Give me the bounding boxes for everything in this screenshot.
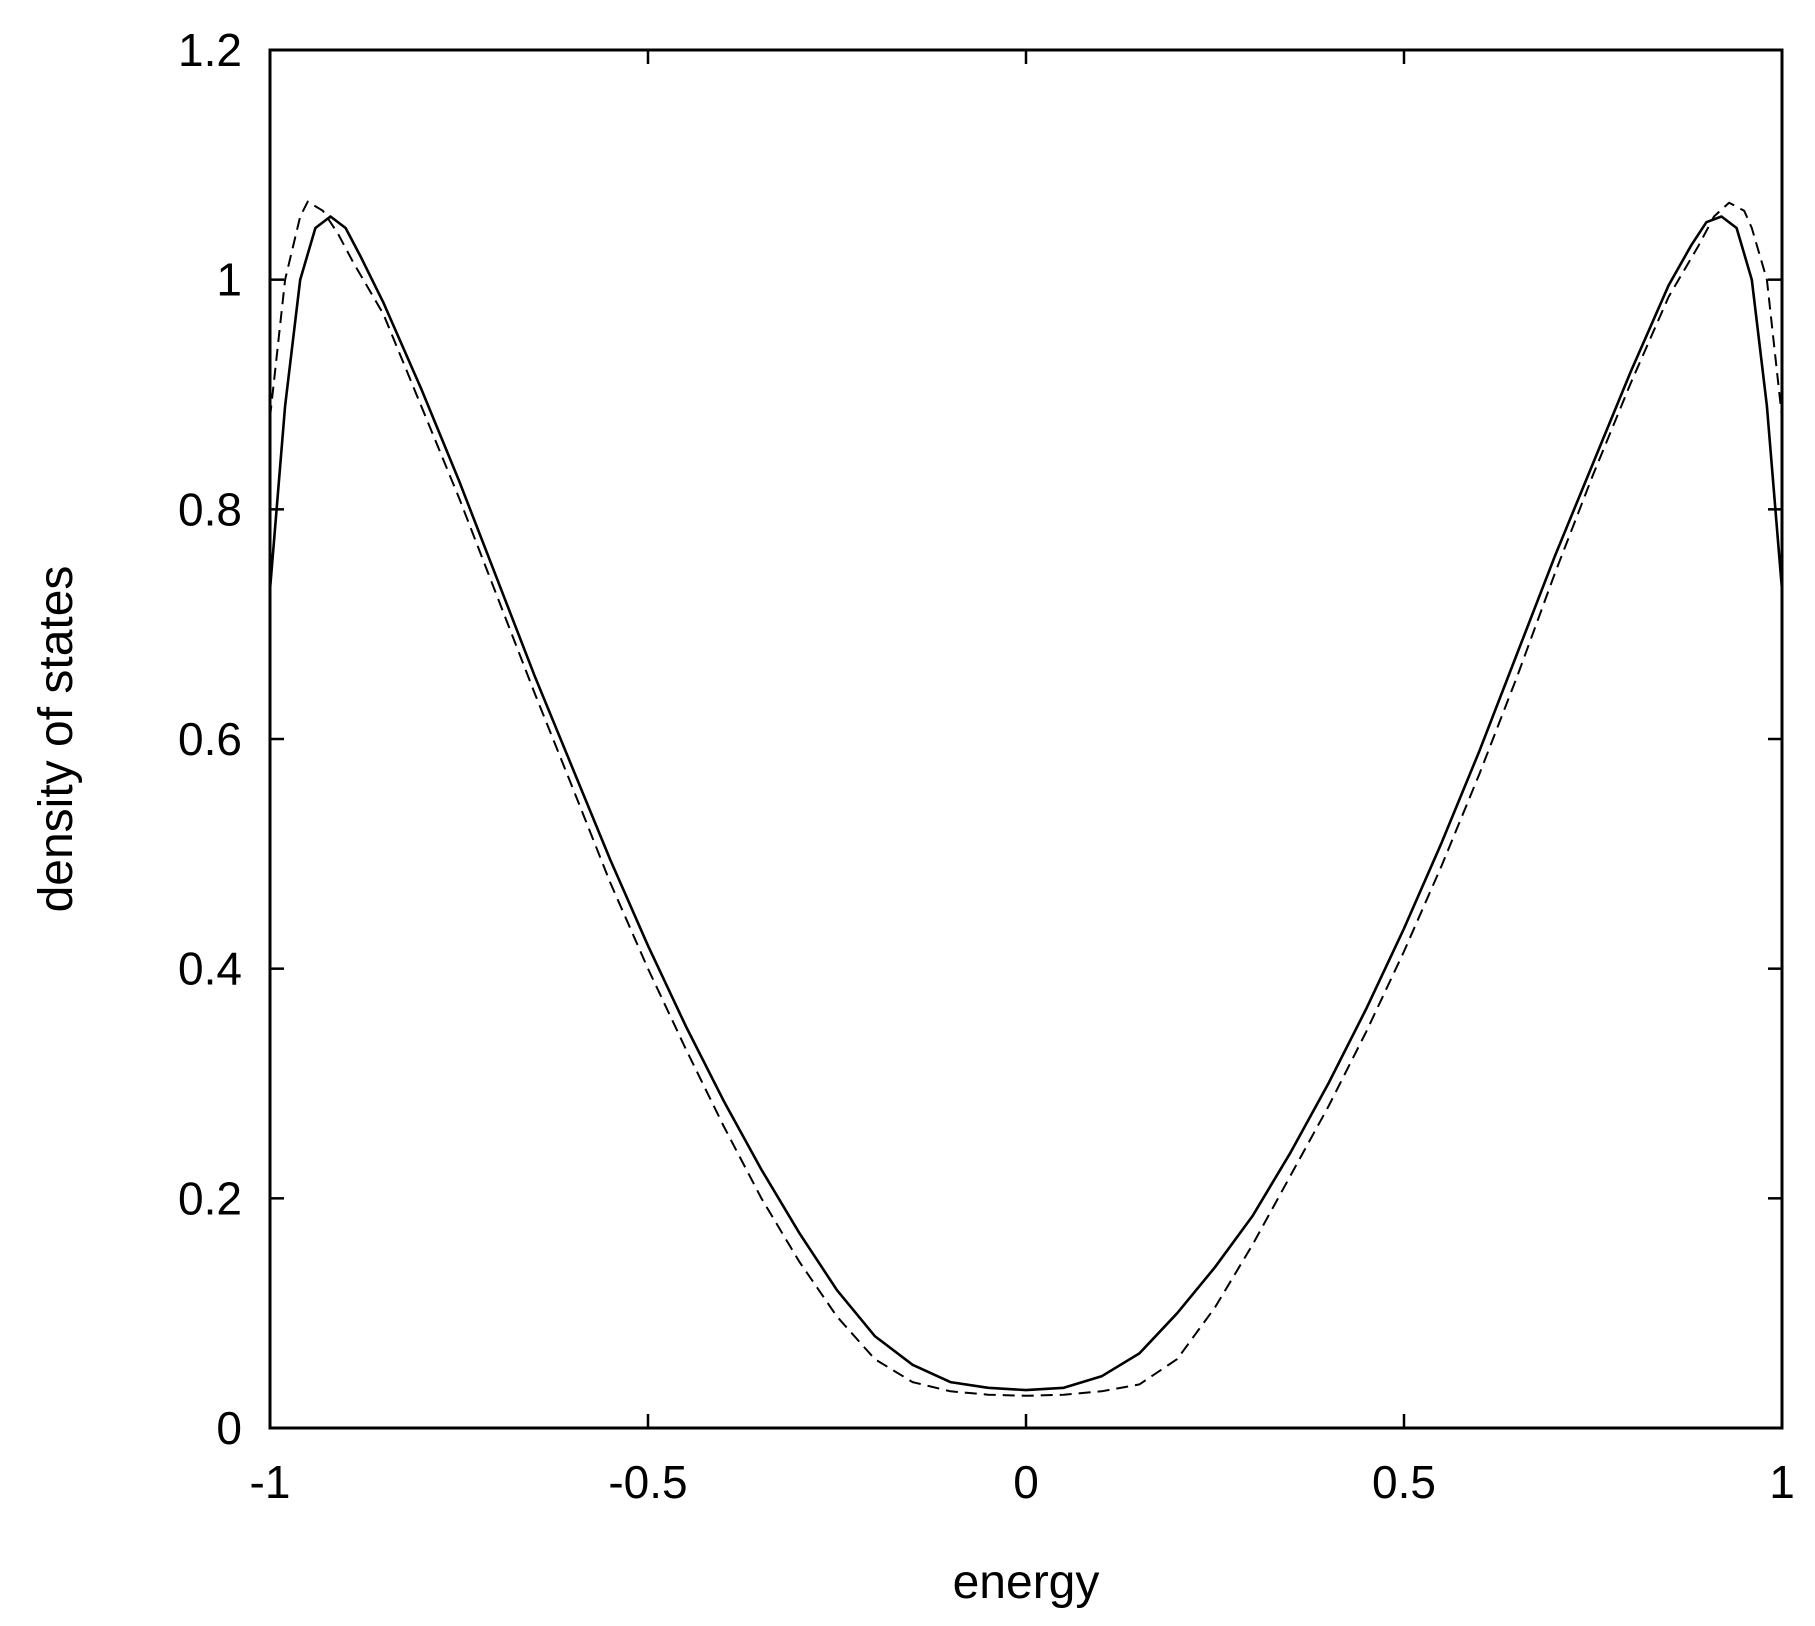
series-layer (268, 200, 1784, 1397)
y-tick-label: 1.2 (178, 24, 242, 76)
y-axis-title: density of states (30, 566, 83, 913)
y-tick-label: 0 (216, 1402, 242, 1454)
x-tick-label: -0.5 (608, 1456, 687, 1508)
x-tick-label: 1 (1769, 1456, 1795, 1508)
y-tick-label: 0.4 (178, 943, 242, 995)
y-tick-label: 0.2 (178, 1172, 242, 1224)
x-axis-title: energy (953, 1556, 1100, 1609)
series-line-dashed (269, 200, 1783, 1397)
y-tick-label: 0.6 (178, 713, 242, 765)
plot-frame (268, 48, 1784, 1430)
label-layer: -1 -0.5 0 0.5 1 0 0.2 0.4 0.6 0.8 1 1.2 (178, 24, 1795, 1508)
x-tick-label: -1 (250, 1456, 291, 1508)
series-line-solid (268, 215, 1784, 1392)
x-tick-label: 0.5 (1372, 1456, 1436, 1508)
x-tick-label: 0 (1013, 1456, 1039, 1508)
y-tick-label: 0.8 (178, 483, 242, 535)
y-tick-label: 1 (216, 254, 242, 306)
